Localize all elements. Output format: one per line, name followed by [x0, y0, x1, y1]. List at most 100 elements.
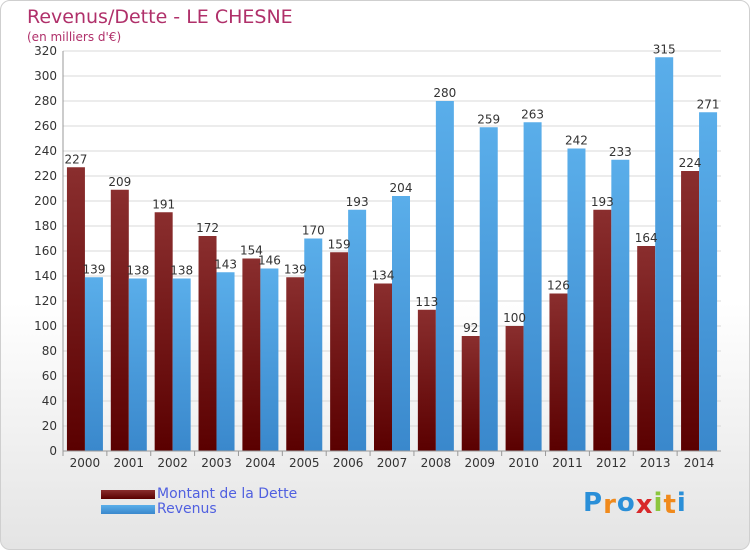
x-tick-label: 2005: [289, 456, 320, 470]
bar-dette: [198, 236, 217, 451]
data-label-dette: 100: [503, 311, 526, 325]
logo-letter: i: [676, 488, 687, 518]
bar-revenus: [348, 209, 367, 451]
y-tick-label: 20: [42, 419, 57, 433]
data-label-revenus: 138: [170, 264, 193, 278]
bar-dette: [417, 309, 436, 451]
y-tick-label: 240: [34, 144, 57, 158]
data-label-revenus: 315: [653, 42, 676, 56]
bar-dette: [681, 171, 700, 451]
x-tick-label: 2006: [333, 456, 364, 470]
bar-dette: [461, 336, 480, 451]
bar-revenus: [567, 148, 586, 451]
proxiti-logo: Proxiti: [583, 488, 687, 520]
data-label-dette: 209: [108, 175, 131, 189]
bar-revenus: [479, 127, 498, 451]
bar-revenus: [699, 112, 718, 451]
x-tick-label: 2009: [464, 456, 495, 470]
y-tick-label: 260: [34, 119, 57, 133]
data-label-dette: 139: [284, 262, 307, 276]
x-tick-label: 2007: [377, 456, 408, 470]
bar-dette: [637, 246, 656, 451]
data-label-revenus: 280: [433, 86, 456, 100]
data-label-revenus: 271: [697, 97, 720, 111]
data-label-revenus: 242: [565, 134, 588, 148]
bar-revenus: [392, 196, 410, 451]
bar-dette: [286, 277, 305, 451]
data-label-dette: 227: [64, 152, 87, 166]
bar-revenus: [611, 159, 630, 451]
x-tick-label: 2001: [114, 456, 145, 470]
bar-dette: [549, 293, 568, 451]
logo-letter: x: [635, 490, 654, 520]
data-label-revenus: 204: [390, 181, 413, 195]
bar-revenus: [172, 278, 191, 451]
data-label-revenus: 263: [521, 107, 544, 121]
x-tick-label: 2003: [201, 456, 232, 470]
y-tick-label: 120: [34, 294, 57, 308]
chart-title: Revenus/Dette - LE CHESNE: [27, 6, 293, 28]
bar-dette: [242, 258, 261, 451]
data-label-revenus: 138: [126, 264, 149, 278]
bar-dette: [330, 252, 349, 451]
x-tick-label: 2013: [640, 456, 671, 470]
data-label-dette: 134: [372, 269, 395, 283]
bar-revenus: [304, 238, 323, 451]
data-label-dette: 172: [196, 221, 219, 235]
data-label-dette: 126: [547, 279, 570, 293]
x-tick-label: 2004: [245, 456, 276, 470]
data-labels: 2271392091381911381721431541461391701591…: [64, 42, 719, 335]
data-label-revenus: 170: [302, 224, 325, 238]
bar-dette: [505, 326, 524, 451]
axes: 0 20 40 60 80 100 120 140 160 180 200 220 240 260 280 3…: [34, 44, 721, 470]
y-tick-label: 40: [42, 394, 57, 408]
bar-revenus: [435, 101, 454, 451]
bar-revenus: [655, 57, 674, 451]
x-tick-label: 2010: [508, 456, 539, 470]
bar-revenus: [260, 268, 279, 451]
bar-revenus: [216, 272, 235, 451]
x-tick-label: 2012: [596, 456, 627, 470]
x-tick-label: 2002: [157, 456, 188, 470]
logo-letter: i: [653, 488, 664, 518]
bar-revenus: [523, 122, 542, 451]
data-label-revenus: 233: [609, 145, 632, 159]
y-tick-label: 280: [34, 94, 57, 108]
bars: [66, 57, 718, 451]
x-tick-label: 2014: [684, 456, 715, 470]
bar-dette: [374, 283, 392, 451]
data-label-revenus: 193: [346, 195, 369, 209]
bar-revenus: [84, 277, 103, 451]
bar-dette: [154, 212, 173, 451]
x-tick-label: 2011: [552, 456, 583, 470]
bar-dette: [66, 167, 85, 451]
data-label-revenus: 143: [214, 257, 237, 271]
legend-label-revenus: Revenus: [157, 501, 217, 517]
y-tick-label: 200: [34, 194, 57, 208]
data-label-dette: 92: [463, 321, 478, 335]
y-tick-label: 80: [42, 344, 57, 358]
x-tick-label: 2000: [70, 456, 101, 470]
data-label-dette: 164: [635, 231, 658, 245]
y-tick-label: 0: [49, 444, 57, 458]
legend-label-dette: Montant de la Dette: [157, 486, 298, 502]
logo-letter: P: [583, 488, 604, 518]
data-label-dette: 193: [591, 195, 614, 209]
y-tick-label: 100: [34, 319, 57, 333]
y-tick-label: 300: [34, 69, 57, 83]
y-tick-label: 220: [34, 169, 57, 183]
bar-dette: [110, 189, 129, 451]
data-label-dette: 224: [679, 156, 702, 170]
legend-swatch-dette: [101, 490, 155, 499]
data-label-revenus: 139: [82, 262, 105, 276]
logo-letter: r: [603, 490, 617, 520]
y-tick-label: 140: [34, 269, 57, 283]
x-tick-label: 2008: [421, 456, 452, 470]
chart-subtitle: (en milliers d'€): [27, 30, 122, 44]
logo-letter: t: [663, 490, 677, 520]
data-label-dette: 191: [152, 197, 175, 211]
data-label-revenus: 146: [258, 254, 281, 268]
y-tick-label: 160: [34, 244, 57, 258]
